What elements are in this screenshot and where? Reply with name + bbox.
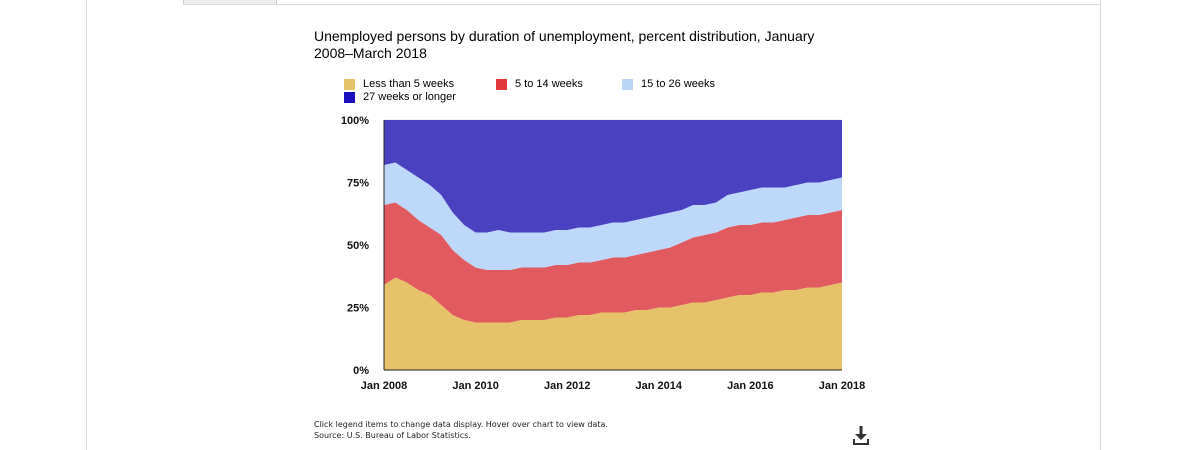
- y-tick-label: 75%: [347, 178, 369, 190]
- legend-swatch: [344, 78, 355, 90]
- y-tick-label: 50%: [347, 240, 369, 252]
- page-frame-left: [86, 0, 87, 450]
- series-area-15-to-26-weeks[interactable]: [384, 162, 842, 271]
- y-tick-label: 100%: [341, 115, 369, 127]
- x-tick-label: Jan 2012: [544, 380, 590, 392]
- x-tick-label: Jan 2008: [361, 380, 407, 392]
- page-frame-right: [1100, 0, 1101, 450]
- legend-item-5-to-14-weeks[interactable]: 5 to 14 weeks: [496, 78, 583, 90]
- footnote-source: Source: U.S. Bureau of Labor Statistics.: [314, 431, 471, 440]
- legend-swatch: [622, 78, 633, 90]
- legend-label: 5 to 14 weeks: [515, 78, 583, 90]
- legend-swatch: [344, 91, 355, 103]
- legend-item-15-to-26-weeks[interactable]: 15 to 26 weeks: [622, 78, 715, 90]
- series-area-less-than-5-weeks[interactable]: [384, 275, 842, 370]
- tab-stub[interactable]: [183, 0, 277, 4]
- page-frame-top: [183, 4, 1101, 5]
- chart-title: Unemployed persons by duration of unempl…: [314, 28, 815, 61]
- y-tick-label: 0%: [353, 365, 369, 377]
- legend-label: 27 weeks or longer: [363, 91, 456, 103]
- x-tick-label: Jan 2018: [819, 380, 865, 392]
- legend-item-less-than-5-weeks[interactable]: Less than 5 weeks: [344, 78, 454, 90]
- legend-label: Less than 5 weeks: [363, 78, 455, 90]
- x-tick-label: Jan 2010: [452, 380, 498, 392]
- legend-label: 15 to 26 weeks: [641, 78, 715, 90]
- download-icon[interactable]: [851, 424, 871, 446]
- series-area-5-to-14-weeks[interactable]: [384, 202, 842, 323]
- x-tick-label: Jan 2016: [727, 380, 773, 392]
- legend-item-27-weeks-or-longer[interactable]: 27 weeks or longer: [344, 91, 456, 103]
- legend-swatch: [496, 78, 507, 90]
- footnote-instructions: Click legend items to change data displa…: [314, 420, 608, 429]
- series-area-27-weeks-or-longer[interactable]: [384, 120, 842, 233]
- y-tick-label: 25%: [347, 303, 369, 315]
- chart-footnote: Click legend items to change data displa…: [314, 419, 608, 441]
- x-tick-label: Jan 2014: [636, 380, 683, 392]
